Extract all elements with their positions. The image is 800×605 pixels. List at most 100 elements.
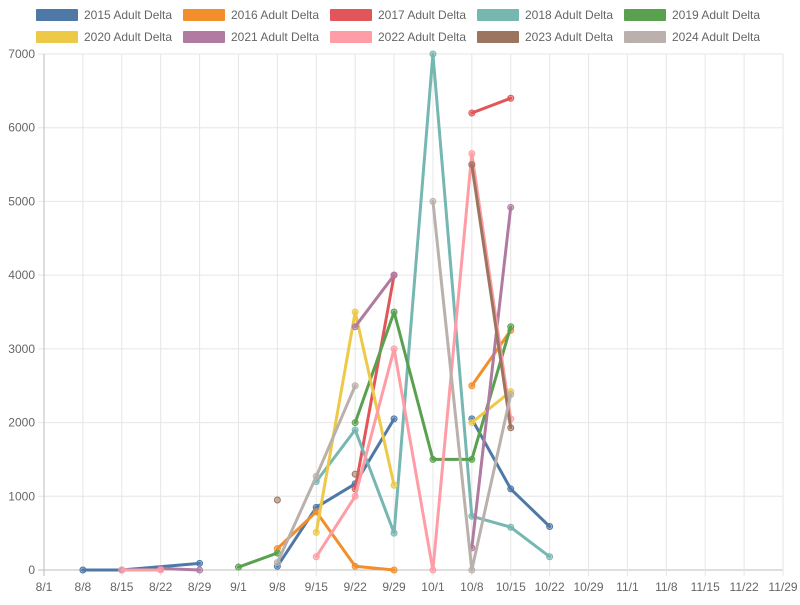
data-point [196,559,204,567]
series-line-1 [275,417,396,568]
data-point [312,553,320,561]
legend-swatch [183,9,225,21]
data-point [196,566,204,574]
data-point [390,271,398,279]
data-point [273,496,281,504]
y-tick-label: 1000 [8,489,35,503]
data-point [468,150,476,158]
x-tick-label: 8/8 [75,580,92,594]
data-point [390,481,398,489]
data-point [546,553,554,561]
legend-swatch [183,31,225,43]
legend-label: 2024 Adult Delta [672,30,761,44]
data-point [351,426,359,434]
series-line-8 [314,152,513,572]
data-point [118,566,126,574]
y-tick-label: 7000 [8,47,35,61]
x-tick-label: 10/29 [574,580,604,594]
x-tick-label: 9/8 [269,580,286,594]
x-tick-label: 10/1 [421,580,445,594]
legend-item[interactable]: 2024 Adult Delta [624,28,760,46]
data-point [351,382,359,390]
legend-label: 2019 Adult Delta [672,8,761,22]
series-line-3 [353,273,396,491]
x-tick-label: 8/22 [149,580,173,594]
data-point [390,345,398,353]
legend-item[interactable]: 2020 Adult Delta [36,28,172,46]
legend-swatch [624,31,666,43]
series-line-7 [470,205,513,550]
data-point [507,94,515,102]
data-point [312,528,320,536]
data-point [429,566,437,574]
data-point [468,161,476,169]
legend-item[interactable]: 2017 Adult Delta [330,6,466,24]
y-tick-label: 0 [28,563,35,577]
legend-label: 2015 Adult Delta [84,8,173,22]
x-tick-label: 9/15 [305,580,329,594]
series-line-6 [470,390,513,425]
legend-item[interactable]: 2015 Adult Delta [36,6,172,24]
x-tick-label: 11/8 [655,580,678,594]
y-tick-label: 6000 [8,121,35,135]
series-line-9 [470,163,513,430]
series-line-7 [159,567,202,572]
data-point [507,424,515,432]
data-point [351,562,359,570]
legend-label: 2018 Adult Delta [525,8,614,22]
data-point [390,415,398,423]
legend-label: 2023 Adult Delta [525,30,614,44]
legend-swatch [330,9,372,21]
data-point [468,455,476,463]
data-point [507,391,515,399]
legend-item[interactable]: 2021 Adult Delta [183,28,319,46]
data-point [390,566,398,574]
data-point [429,455,437,463]
legend-swatch [477,9,519,21]
x-tick-label: 10/8 [460,580,484,594]
data-point [507,485,515,493]
data-point [79,566,87,574]
x-tick-label: 11/1 [616,580,639,594]
x-tick-label: 8/29 [188,580,212,594]
data-point [157,566,165,574]
data-point [273,559,281,567]
legend-swatch [624,9,666,21]
x-tick-label: 10/22 [535,580,565,594]
data-point [507,523,515,531]
data-point [507,203,515,211]
x-tick-label: 8/1 [36,580,53,594]
series-line-5 [237,551,279,569]
series-line-7 [353,273,396,329]
legend-swatch [477,31,519,43]
legend-item[interactable]: 2016 Adult Delta [183,6,319,24]
series-line-3 [470,96,513,115]
data-point [351,419,359,427]
legend-item[interactable]: 2018 Adult Delta [477,6,613,24]
x-tick-label: 10/15 [496,580,526,594]
data-point [351,492,359,500]
legend-label: 2016 Adult Delta [231,8,320,22]
y-tick-label: 5000 [8,194,35,208]
series-line-2 [470,328,513,388]
data-point [429,197,437,205]
x-tick-label: 9/1 [230,580,247,594]
x-tick-label: 11/29 [768,580,797,594]
legend-swatch [36,31,78,43]
data-point [390,529,398,537]
data-point [351,308,359,316]
y-tick-label: 2000 [8,416,35,430]
data-point [351,470,359,478]
legend-swatch [36,9,78,21]
legend-item[interactable]: 2019 Adult Delta [624,6,760,24]
data-point [468,109,476,117]
x-tick-label: 11/15 [691,580,720,594]
legend-item[interactable]: 2023 Adult Delta [477,28,613,46]
data-point [234,563,242,571]
legend-label: 2020 Adult Delta [84,30,173,44]
legend-item[interactable]: 2022 Adult Delta [330,28,466,46]
data-point [312,472,320,480]
legend-swatch [330,31,372,43]
data-point [351,323,359,331]
